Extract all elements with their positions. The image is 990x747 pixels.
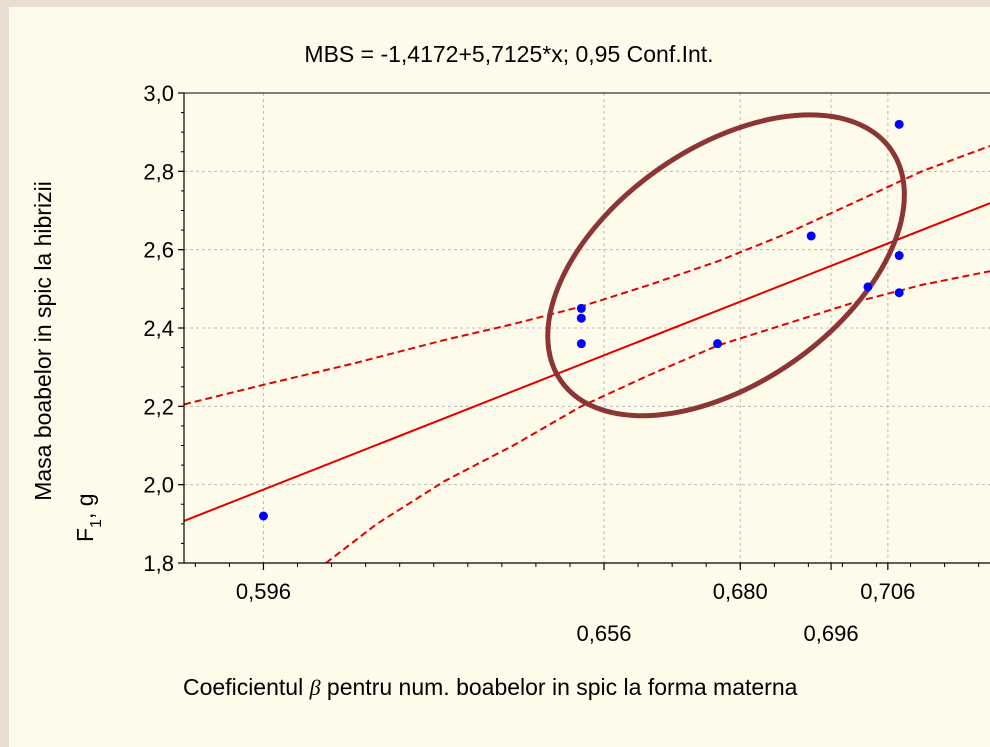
y-axis-label-unit: , g: [72, 493, 98, 519]
x-tick-label: 0,696: [804, 621, 859, 646]
x-axis-label-end: pentru num. boabelor in spic la forma ma…: [320, 674, 798, 700]
y-axis-label-subscript: 1: [88, 519, 105, 528]
data-point: [576, 339, 586, 349]
data-point: [894, 119, 904, 129]
data-point: [806, 231, 816, 241]
x-tick-label: 0,706: [860, 579, 915, 604]
y-axis-label-line1: Masa boabelor in spic la hibrizii: [30, 181, 56, 501]
beta-symbol: β: [309, 675, 321, 700]
data-point: [713, 339, 723, 349]
x-tick-label: 0,656: [576, 621, 631, 646]
data-point: [894, 251, 904, 261]
x-tick-label: 0,680: [713, 579, 768, 604]
data-point: [894, 288, 904, 298]
axes: [178, 92, 990, 570]
x-axis-label-start: Coeficientul: [183, 674, 310, 700]
grid: [184, 92, 990, 564]
data-point: [576, 313, 586, 323]
regression-line-group: [184, 202, 990, 522]
data-point: [863, 282, 873, 292]
y-tick-label: 3,0: [143, 81, 174, 106]
y-tick-label: 2,4: [143, 316, 174, 341]
tick-labels: 1,8 2,0 2,2 2,4 2,6 2,8 3,0 0,596 0,656 0,680 0,69…: [143, 81, 915, 646]
x-axis-label: Coeficientul β pentru num. boabelor in s…: [183, 669, 973, 706]
regression-line: [184, 202, 990, 522]
y-tick-label: 2,6: [143, 238, 174, 263]
y-tick-label: 2,8: [143, 159, 174, 184]
highlight-ellipse: [545, 112, 907, 419]
chart-title: MBS = -1,4172+5,7125*x; 0,95 Conf.Int.: [304, 41, 713, 67]
scatter-chart: 1,8 2,0 2,2 2,4 2,6 2,8 3,0 0,596 0,656 0,680 0,69…: [30, 41, 990, 646]
y-axis-label-f: F: [72, 528, 98, 542]
y-tick-label: 1,8: [143, 551, 174, 576]
y-tick-label: 2,2: [143, 394, 174, 419]
svg-text:F1, g: F1, g: [72, 493, 105, 542]
y-tick-label: 2,0: [143, 473, 174, 498]
chart-frame: 1,8 2,0 2,2 2,4 2,6 2,8 3,0 0,596 0,656 0,680 0,69…: [9, 7, 990, 747]
x-tick-label: 0,596: [236, 579, 291, 604]
confidence-band-lower: [325, 270, 990, 563]
data-points: [258, 119, 904, 521]
y-axis-label: Masa boabelor in spic la hibrizii: [30, 181, 56, 501]
data-point: [576, 303, 586, 313]
confidence-band-upper: [184, 144, 990, 406]
confidence-bands: [184, 144, 990, 563]
y-axis-label-line2: F1, g: [72, 493, 105, 542]
data-point: [258, 511, 268, 521]
highlight-ellipse-group: [545, 112, 907, 419]
